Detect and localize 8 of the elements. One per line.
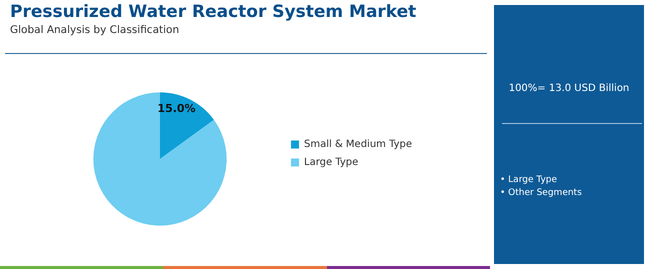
data-label: 15.0% [157, 102, 196, 116]
legend-label: Small & Medium Type [304, 139, 412, 150]
text: • Large Type [500, 175, 558, 185]
legend-label: Large Type [304, 157, 358, 168]
chart-title: Pressurized Water Reactor System Market [10, 2, 416, 22]
text: • Other Segments [500, 188, 582, 198]
chart-subtitle: Global Analysis by Classification [10, 24, 180, 36]
text: 100%= 13.0 USD Billion [508, 83, 630, 94]
